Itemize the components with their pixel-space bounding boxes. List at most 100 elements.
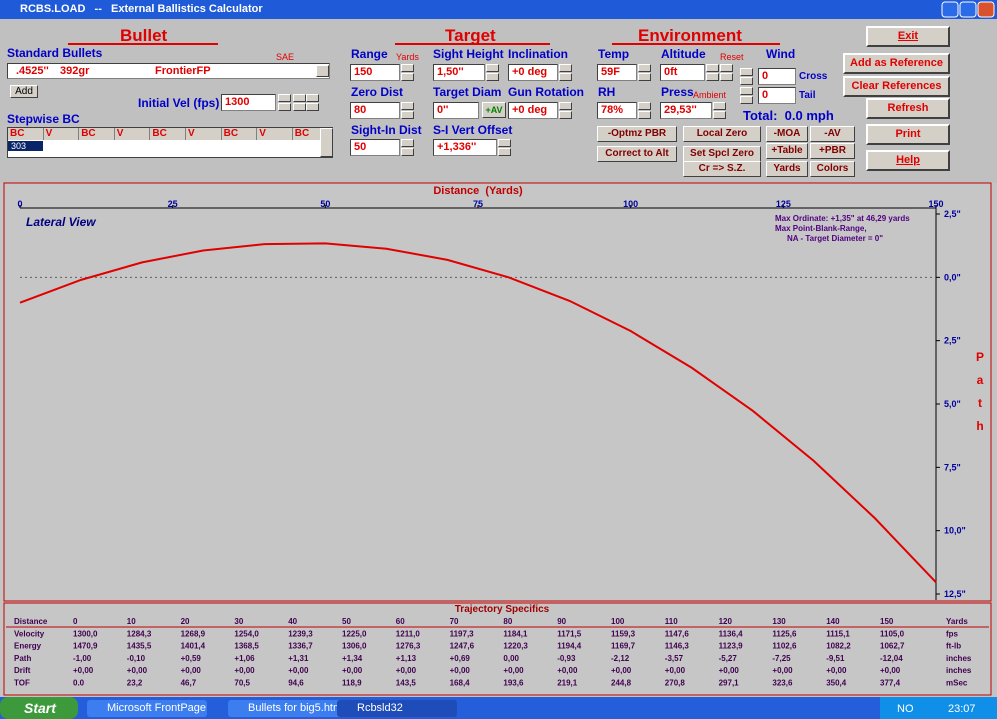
spinner-down[interactable] (638, 73, 651, 81)
input-vert-offset[interactable]: +1,336'' (433, 139, 497, 156)
spinner-down[interactable] (638, 111, 651, 119)
input-rh[interactable]: 78% (597, 102, 637, 119)
exit-button[interactable]: Exit (866, 26, 950, 47)
spinner-down[interactable] (740, 77, 753, 85)
input-altitude[interactable]: 0ft (660, 64, 705, 81)
table-cell: -0,93 (557, 654, 576, 663)
print-button[interactable]: Print (866, 124, 950, 145)
spinner-up[interactable] (293, 94, 306, 102)
spinner-up[interactable] (740, 68, 753, 76)
bullet-caliber: .4525'' (16, 65, 49, 77)
spinner-up[interactable] (713, 102, 726, 110)
spinner-up[interactable] (740, 87, 753, 95)
table-cell: 1184,1 (503, 629, 528, 638)
x-tick-label: 150 (928, 199, 943, 209)
combo-arrow[interactable] (316, 65, 329, 77)
add-button[interactable]: Add (10, 85, 38, 98)
spinner-down[interactable] (559, 73, 572, 81)
sae: SAE (276, 52, 295, 62)
spinner-down[interactable] (720, 73, 733, 81)
moa-button[interactable]: -MOA (766, 126, 808, 142)
spinner-down[interactable] (559, 111, 572, 119)
start-label[interactable]: Start (24, 700, 56, 716)
table-cell: +0,00 (557, 666, 578, 675)
add-reference-button[interactable]: Add as Reference (843, 53, 950, 74)
spinner-up[interactable] (498, 139, 511, 147)
spinner-up[interactable] (401, 64, 414, 72)
table-cell: 1336,7 (288, 642, 313, 651)
spinner-up[interactable] (720, 64, 733, 72)
spinner-down[interactable] (498, 148, 511, 156)
table-cell: -12,04 (880, 654, 903, 663)
spinner-up[interactable] (401, 102, 414, 110)
table-cell: +0,00 (73, 666, 94, 675)
spinner-up[interactable] (638, 102, 651, 110)
window-button[interactable] (977, 1, 995, 18)
input-wind-tail[interactable]: 0 (758, 87, 796, 104)
spinner-down[interactable] (401, 148, 414, 156)
bc-header: V (186, 128, 222, 140)
spinner-down[interactable] (486, 73, 499, 81)
taskbar-item[interactable]: Microsoft FrontPage - ... (87, 700, 207, 717)
taskbar-item[interactable]: Bullets for big5.htm - ... (228, 700, 348, 717)
spinner-up[interactable] (306, 94, 319, 102)
spinner-down[interactable] (401, 73, 414, 81)
spinner-up[interactable] (559, 102, 572, 110)
input-zero-dist[interactable]: 80 (350, 102, 400, 119)
av-button[interactable]: +AV (482, 102, 506, 118)
help-button[interactable]: Help (866, 150, 950, 171)
spinner-up[interactable] (638, 64, 651, 72)
local-zero-button[interactable]: Local Zero (683, 126, 761, 142)
set-special-zero-button[interactable]: Set Spcl Zero (683, 146, 761, 162)
input-range[interactable]: 150 (350, 64, 400, 81)
correct-alt-button[interactable]: Correct to Alt (597, 146, 677, 162)
spinner-down[interactable] (740, 96, 753, 104)
table-cell: 219,1 (557, 679, 578, 688)
bc-cell[interactable]: 303 (8, 141, 43, 151)
input-sight-height[interactable]: 1,50'' (433, 64, 485, 81)
chart-title: Lateral View (26, 215, 96, 229)
taskbar-item[interactable]: Rcbsld32 (337, 700, 457, 717)
input-temp[interactable]: 59F (597, 64, 637, 81)
table-cell: 1146,3 (665, 642, 690, 651)
input-target-diam[interactable]: 0'' (433, 102, 479, 119)
input-sight-in[interactable]: 50 (350, 139, 400, 156)
refresh-button[interactable]: Refresh (866, 98, 950, 119)
spinner-down[interactable] (401, 111, 414, 119)
spinner-up[interactable] (706, 64, 719, 72)
table-cell: 1194,4 (557, 642, 582, 651)
table-cell: 1239,3 (288, 629, 313, 638)
spinner-down[interactable] (706, 73, 719, 81)
spinner-down[interactable] (278, 103, 291, 111)
av-button[interactable]: -AV (810, 126, 855, 142)
table-button[interactable]: +Table (766, 143, 808, 159)
yards-button[interactable]: Yards (766, 161, 808, 177)
tray (880, 697, 997, 719)
spinner-up[interactable] (401, 139, 414, 147)
input-inclination[interactable]: +0 deg (508, 64, 558, 81)
clear-references-button[interactable]: Clear References (843, 76, 950, 97)
window-button[interactable] (941, 1, 959, 18)
table-cell: 1169,7 (611, 642, 636, 651)
bullet-combo[interactable] (7, 63, 330, 79)
input-initial-vel[interactable]: 1300 (221, 94, 276, 111)
spinner-up[interactable] (559, 64, 572, 72)
bc-scroll[interactable] (320, 128, 333, 157)
spinner-down[interactable] (306, 103, 319, 111)
spinner-down[interactable] (713, 111, 726, 119)
input-press[interactable]: 29,53'' (660, 102, 712, 119)
spinner-up[interactable] (278, 94, 291, 102)
y-tick-label: 0,0" (944, 272, 961, 282)
cr-sz-button[interactable]: Cr => S.Z. (683, 161, 761, 177)
input-gun-rotation[interactable]: +0 deg (508, 102, 558, 119)
colors-button[interactable]: Colors (810, 161, 855, 177)
input-wind-cross[interactable]: 0 (758, 68, 796, 85)
optimize-pbr-button[interactable]: -Optmz PBR (597, 126, 677, 142)
bc-header: BC (8, 128, 44, 140)
window-button[interactable] (959, 1, 977, 18)
table-cell: 1368,5 (234, 642, 259, 651)
spinner-down[interactable] (293, 103, 306, 111)
pbr-button[interactable]: +PBR (810, 143, 855, 159)
spinner-up[interactable] (486, 64, 499, 72)
bc-header: BC (79, 128, 115, 140)
